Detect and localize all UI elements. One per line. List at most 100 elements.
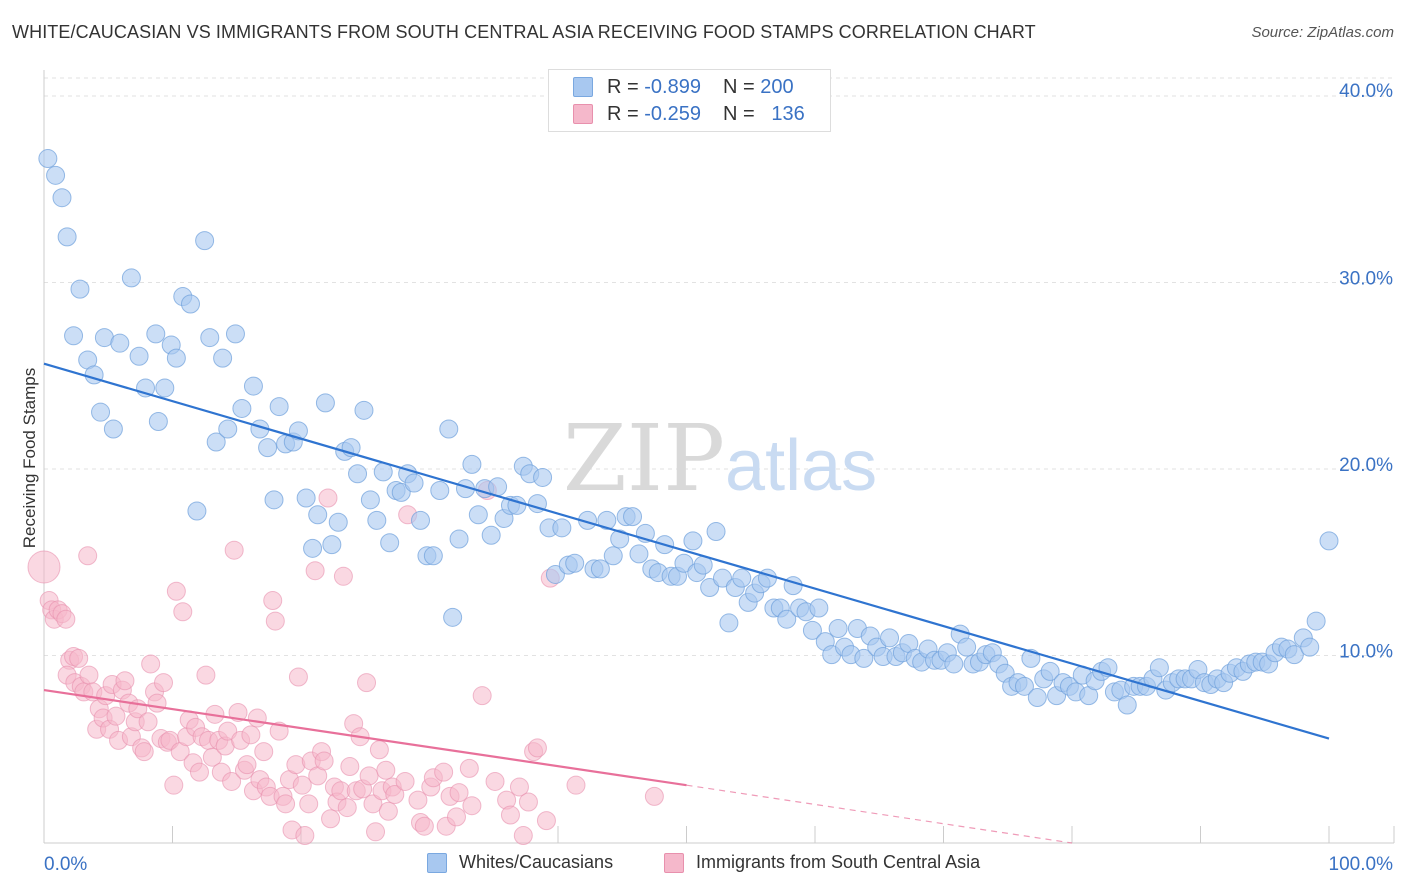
watermark: ZIPatlas [563, 405, 877, 512]
data-point-whites [700, 577, 720, 597]
data-point-whites [303, 538, 323, 558]
data-point-immigrants [106, 706, 126, 726]
pink-points-group [27, 481, 664, 846]
data-point-immigrants [292, 775, 312, 795]
data-point-immigrants [224, 540, 244, 560]
legend-box: R = -0.899 N = 200 R = -0.259 N = 136 [548, 69, 831, 132]
data-point-whites [1306, 611, 1326, 631]
data-point-whites [155, 378, 175, 398]
data-point-whites [944, 654, 964, 674]
data-point-immigrants [218, 721, 238, 741]
data-point-immigrants [414, 816, 434, 836]
data-point-immigrants [408, 790, 428, 810]
y-tick-label: 30.0% [1339, 269, 1393, 290]
data-point-whites [121, 268, 141, 288]
legend-swatch-blue [573, 77, 593, 97]
data-point-whites [674, 553, 694, 573]
data-point-whites [348, 464, 368, 484]
trend-line-immigrants-extension [686, 784, 1073, 844]
data-point-whites [64, 326, 84, 346]
data-point-whites [91, 402, 111, 422]
data-point-immigrants [295, 826, 315, 846]
grid-layer [44, 77, 1394, 656]
legend-n-value: 200 [760, 75, 794, 98]
data-point-immigrants [337, 798, 357, 818]
data-point-immigrants [164, 775, 184, 795]
data-point-whites [854, 648, 874, 668]
y-axis-label: Receiving Food Stamps [20, 367, 39, 549]
data-point-whites [1319, 531, 1339, 551]
data-point-immigrants [69, 648, 89, 668]
chart-title: WHITE/CAUCASIAN VS IMMIGRANTS FROM SOUTH… [12, 22, 1036, 42]
data-point-whites [683, 531, 703, 551]
data-point-whites [404, 473, 424, 493]
data-point-immigrants [509, 777, 529, 797]
data-point-immigrants [27, 550, 61, 584]
data-point-whites [439, 419, 459, 439]
data-point-whites [103, 419, 123, 439]
data-point-whites [880, 628, 900, 648]
legend-n-label: N = [722, 102, 755, 125]
data-point-immigrants [78, 546, 98, 566]
legend-r-value: -0.899 [644, 75, 701, 98]
data-point-whites [315, 393, 335, 413]
data-point-whites [411, 510, 431, 530]
data-point-whites [533, 467, 553, 487]
legend-n-value: 136 [771, 102, 805, 125]
data-point-whites [777, 609, 797, 629]
data-point-immigrants [173, 602, 193, 622]
data-point-whites [129, 346, 149, 366]
data-point-whites [603, 546, 623, 566]
legend-row-immigrants: R = -0.259 N = 136 [573, 102, 805, 126]
data-point-immigrants [299, 794, 319, 814]
data-point-immigrants [518, 792, 538, 812]
data-point-whites [1014, 676, 1034, 696]
data-point-whites [269, 397, 289, 417]
data-point-immigrants [147, 693, 167, 713]
data-point-whites [597, 510, 617, 530]
watermark-atlas: atlas [725, 426, 877, 506]
data-point-immigrants [241, 725, 261, 745]
legend-swatch-pink [573, 104, 593, 124]
data-point-whites [218, 419, 238, 439]
data-point-whites [354, 400, 374, 420]
data-point-immigrants [189, 762, 209, 782]
data-point-whites [110, 333, 130, 353]
data-point-whites [629, 544, 649, 564]
label-layer: 10.0% 20.0% 30.0% 40.0% 0.0% 100.0% [44, 81, 1393, 875]
data-point-whites [367, 510, 387, 530]
data-point-immigrants [247, 708, 267, 728]
bottom-legend-label: Immigrants from South Central Asia [696, 852, 981, 872]
data-point-immigrants [462, 796, 482, 816]
data-point-whites [243, 376, 263, 396]
data-point-whites [449, 529, 469, 549]
data-point-immigrants [254, 742, 274, 762]
legend-r-label: R = [607, 102, 639, 125]
data-point-immigrants [318, 488, 338, 508]
data-point-immigrants [449, 783, 469, 803]
data-point-immigrants [265, 611, 285, 631]
trend-line-whites [43, 362, 1330, 740]
data-point-whites [462, 454, 482, 474]
data-point-whites [232, 398, 252, 418]
data-point-immigrants [288, 667, 308, 687]
data-point-immigrants [472, 686, 492, 706]
bottom-legend-label: Whites/Caucasians [459, 852, 614, 872]
data-point-immigrants [363, 794, 383, 814]
blue-points-group [38, 149, 1339, 715]
y-tick-label: 10.0% [1339, 642, 1393, 663]
data-point-whites [423, 546, 443, 566]
data-point-whites [1027, 688, 1047, 708]
data-point-immigrants [321, 809, 341, 829]
x-tick-label-min: 0.0% [44, 854, 87, 875]
data-point-immigrants [446, 807, 466, 827]
data-point-immigrants [56, 609, 76, 629]
data-point-immigrants [434, 762, 454, 782]
data-point-whites [828, 619, 848, 639]
data-point-whites [322, 535, 342, 555]
data-point-whites [200, 328, 220, 348]
data-point-whites [719, 613, 739, 633]
data-point-immigrants [115, 671, 135, 691]
data-point-whites [957, 637, 977, 657]
data-point-whites [46, 165, 66, 185]
